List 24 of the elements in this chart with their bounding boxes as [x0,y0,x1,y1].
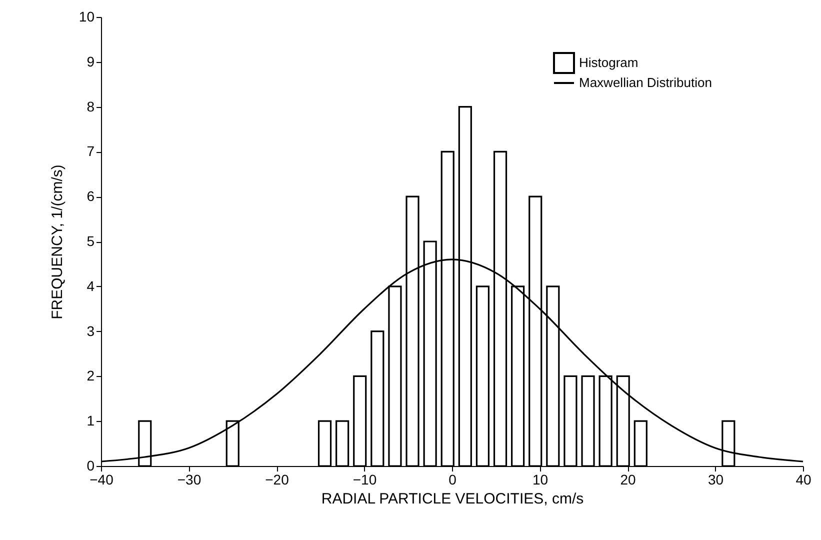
y-tick-label: 8 [86,98,95,114]
x-tick-label: 10 [532,472,548,488]
x-tick-label: −20 [265,472,290,488]
y-tick-label: 4 [86,278,95,294]
y-tick-label: 0 [86,458,95,474]
x-tick-label: −40 [90,472,114,488]
y-tick-label: 10 [78,8,95,24]
y-tick-label: 9 [86,53,95,70]
y-tick-label: 7 [86,143,95,160]
y-axis-title: FREQUENCY, 1/(cm/s) [48,164,66,320]
y-tick-label: 2 [86,368,95,384]
x-axis-title: RADIAL PARTICLE VELOCITIES, cm/s [321,490,584,508]
x-tick-label: −10 [352,472,377,488]
y-tick-label: 5 [86,233,95,249]
x-tick-label: 20 [620,472,636,488]
x-tick-label: 0 [448,472,457,488]
x-tick-label: 40 [796,472,812,488]
x-tick-label: −30 [177,472,202,488]
legend-label: Histogram [579,55,638,70]
y-tick-label: 6 [86,188,95,204]
y-tick-label: 1 [86,412,95,429]
legend-label: Maxwellian Distribution [579,75,712,90]
y-tick-label: 3 [86,322,95,339]
x-tick-label: 30 [708,472,724,488]
